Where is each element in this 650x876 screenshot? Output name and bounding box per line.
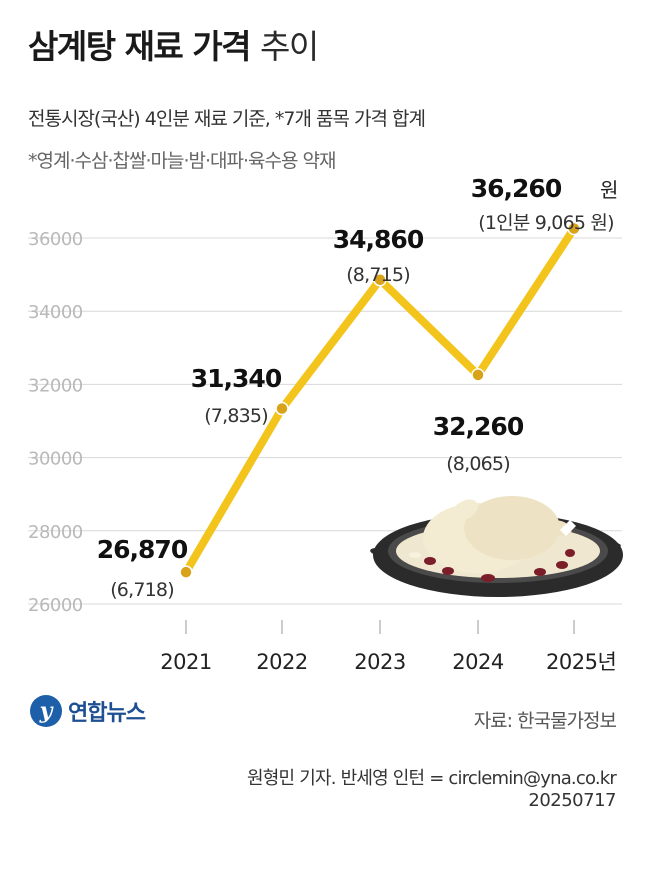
data-points xyxy=(179,221,581,579)
per-person-label: (8,715) xyxy=(346,264,410,286)
x-axis-ticks: 2021 2022 2023 2024 2025년 xyxy=(160,620,617,674)
samgyetang-pot-illustration xyxy=(370,496,623,597)
reporter-credit: 원형민 기자. 반세영 인턴 = circlemin@yna.co.kr xyxy=(247,768,617,789)
y-tick-label: 30000 xyxy=(28,449,83,470)
data-value-label: 36,260 xyxy=(471,174,562,203)
y-axis-ticks: 26000 28000 30000 32000 34000 36000 xyxy=(28,229,83,616)
y-tick-label: 26000 xyxy=(28,595,83,616)
data-point xyxy=(567,221,581,236)
per-person-label: (6,718) xyxy=(110,579,174,601)
yonhap-logo-icon: y xyxy=(30,695,62,727)
y-tick-label: 34000 xyxy=(28,302,83,323)
x-tick-label: 2022 xyxy=(256,650,307,674)
title-suffix: 추이 xyxy=(260,27,319,66)
per-person-label: (1인분 9,065 원) xyxy=(478,212,613,234)
title-main: 삼계탕 재료 가격 xyxy=(28,27,252,66)
yonhap-logo-text: 연합뉴스 xyxy=(68,701,146,726)
data-labels: 26,870 (6,718) 31,340 (7,835) 34,860 (8,715) 3… xyxy=(97,174,619,601)
data-value-label: 26,870 xyxy=(97,535,188,564)
yonhap-logo: y 연합뉴스 xyxy=(30,695,146,727)
y-tick-label: 28000 xyxy=(28,522,83,543)
data-point xyxy=(275,401,289,416)
x-tick-label: 2024 xyxy=(452,650,504,674)
x-tick-label: 2023 xyxy=(354,650,405,674)
per-person-label: (8,065) xyxy=(446,453,510,475)
data-value-label: 34,860 xyxy=(333,225,424,254)
chart-footnote: *영계·수삼·찹쌀·마늘·밤·대파·육수용 약재 xyxy=(28,150,336,172)
y-tick-label: 32000 xyxy=(28,375,83,396)
data-value-label: 32,260 xyxy=(433,412,524,441)
y-tick-label: 36000 xyxy=(28,229,83,250)
x-tick-label: 2025년 xyxy=(546,650,616,674)
data-point xyxy=(471,368,485,382)
chart-title: 삼계탕 재료 가격 추이 xyxy=(28,27,319,66)
value-unit-label: 원 xyxy=(600,178,618,202)
data-value-label: 31,340 xyxy=(191,364,282,393)
chart-subtitle: 전통시장(국산) 4인분 재료 기준, *7개 품목 가격 합계 xyxy=(28,108,426,130)
per-person-label: (7,835) xyxy=(204,405,268,427)
publish-date: 20250717 xyxy=(528,790,616,811)
data-point xyxy=(373,272,387,287)
data-source: 자료: 한국물가정보 xyxy=(473,710,617,732)
data-point xyxy=(179,565,193,579)
x-tick-label: 2021 xyxy=(160,650,211,674)
